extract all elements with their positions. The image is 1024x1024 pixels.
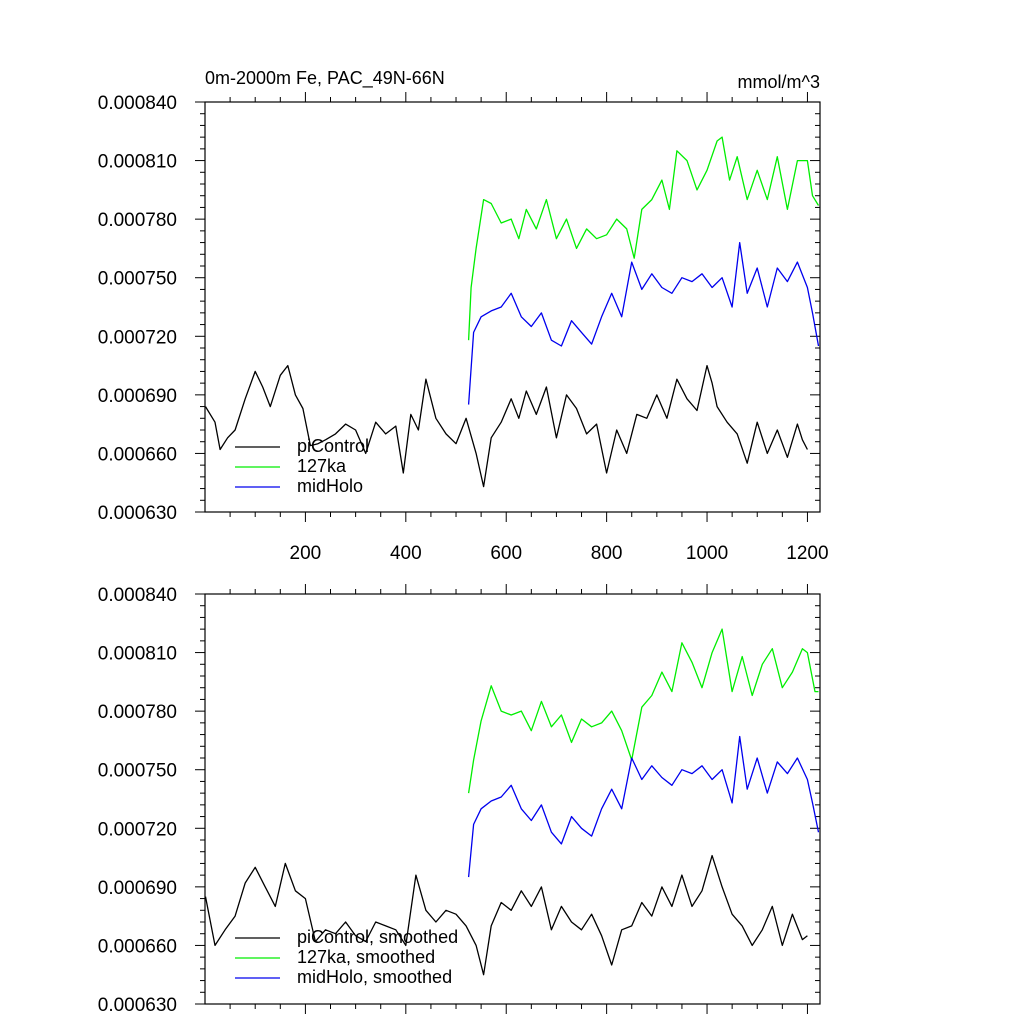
y-tick-label: 0.000660 [98, 936, 177, 957]
x-tick-label: 200 [290, 543, 322, 564]
series-line-picontrol [204, 854, 808, 976]
legend-label: piControl [297, 436, 369, 456]
legend-label: midHolo [297, 476, 363, 496]
y-tick-label: 0.000780 [98, 210, 177, 231]
y-tick-label: 0.000660 [98, 444, 177, 465]
x-tick-label: 400 [390, 543, 422, 564]
y-tick-label: 0.000810 [98, 152, 177, 173]
y-tick-label: 0.000630 [98, 503, 177, 524]
top-panel: 0.000630 0.000660 0.000690 0.000720 0.000750… [98, 68, 829, 564]
y-tick-label: 0.000720 [98, 819, 177, 840]
x-tick-label: 1200 [786, 543, 828, 564]
series-line-127ka [467, 136, 820, 341]
x-tick-label: 1000 [686, 543, 728, 564]
series-line-127ka [467, 628, 819, 794]
y-tick-label: 0.000840 [98, 93, 177, 114]
series-line-picontrol [204, 364, 808, 488]
y-tick-label: 0.000810 [98, 644, 177, 665]
legend-label: 127ka, smoothed [297, 947, 435, 967]
chart-title: 0m-2000m Fe, PAC_49N-66N [205, 68, 445, 89]
y-tick-label: 0.000630 [98, 995, 177, 1016]
series-line-midholo [467, 735, 820, 878]
y-tick-label: 0.000750 [98, 269, 177, 290]
y-tick-label: 0.000720 [98, 327, 177, 348]
bottom-panel: 0.000630 0.000660 0.000690 0.000720 0.000750… [98, 584, 821, 1016]
y-tick-label: 0.000780 [98, 702, 177, 723]
legend-label: piControl, smoothed [297, 927, 458, 947]
x-tick-label: 800 [591, 543, 623, 564]
plot-frame [204, 101, 821, 513]
y-tick-label: 0.000750 [98, 761, 177, 782]
y-tick-label: 0.000840 [98, 585, 177, 606]
units-label: mmol/m^3 [738, 72, 820, 92]
x-tick-label: 600 [490, 543, 522, 564]
legend-label: 127ka [297, 456, 347, 476]
plot-frame [204, 593, 821, 1005]
y-tick-label: 0.000690 [98, 386, 177, 407]
legend-label: midHolo, smoothed [297, 967, 452, 987]
series-line-midholo [467, 241, 820, 405]
y-tick-label: 0.000690 [98, 878, 177, 899]
